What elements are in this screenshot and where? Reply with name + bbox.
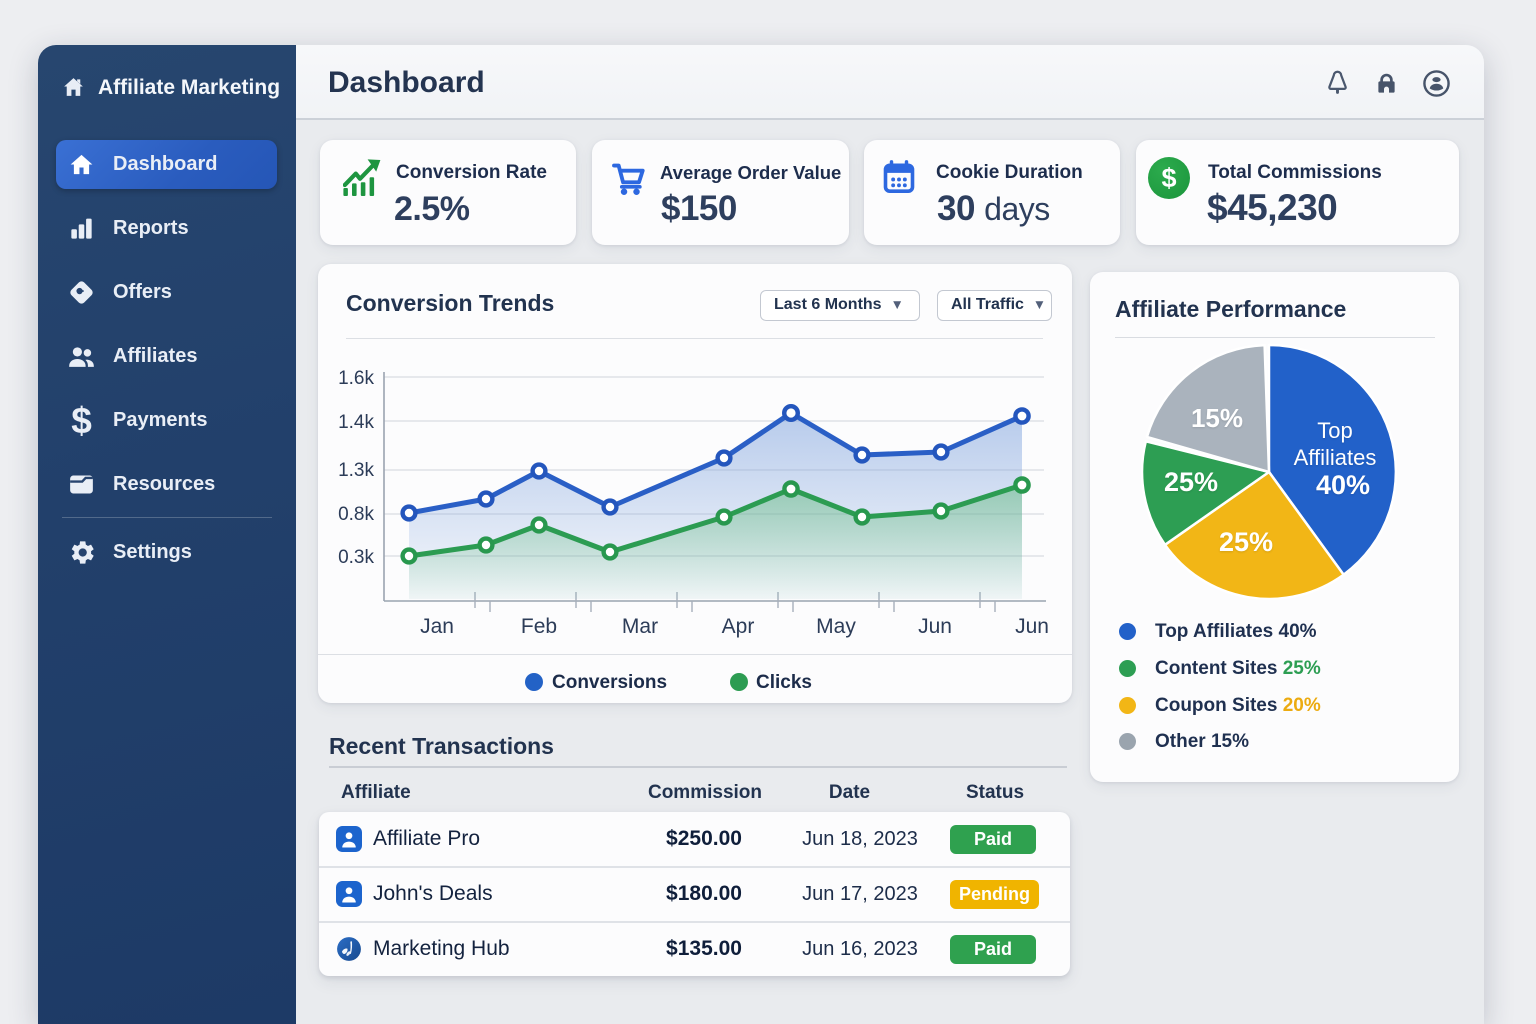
svg-text:Jun: Jun <box>1015 615 1049 638</box>
svg-text:Jan: Jan <box>420 615 454 638</box>
svg-text:0.3k: 0.3k <box>338 547 374 568</box>
svg-text:1.4k: 1.4k <box>338 412 374 433</box>
svg-text:1.3k: 1.3k <box>338 460 374 481</box>
svg-text:Jun: Jun <box>918 615 952 638</box>
svg-text:0.8k: 0.8k <box>338 504 374 525</box>
svg-text:Mar: Mar <box>622 615 658 638</box>
svg-text:Feb: Feb <box>521 615 557 638</box>
svg-text:1.6k: 1.6k <box>338 368 374 389</box>
svg-text:Apr: Apr <box>722 615 755 638</box>
svg-text:May: May <box>816 615 856 638</box>
